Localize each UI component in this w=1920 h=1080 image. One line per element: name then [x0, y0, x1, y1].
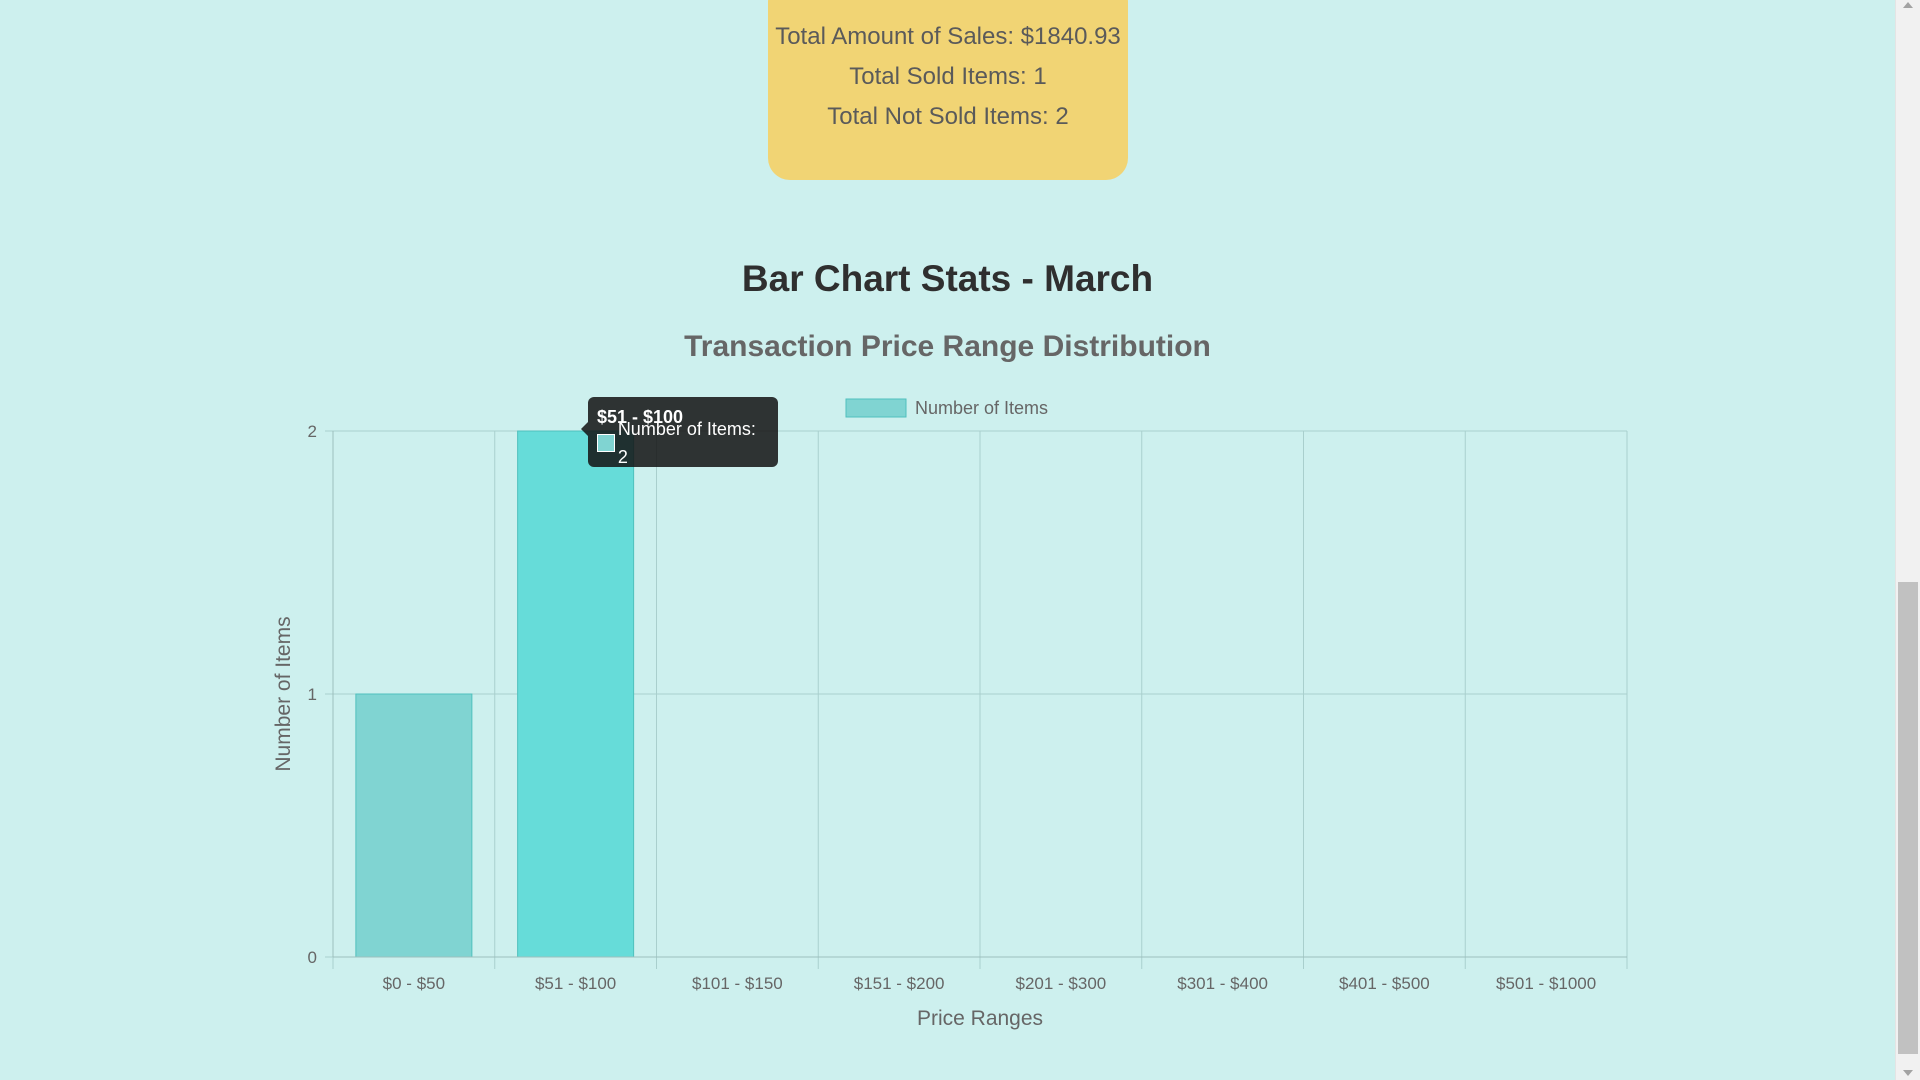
chart-legend[interactable]: Number of Items	[845, 398, 1048, 418]
total-not-sold-items: Total Not Sold Items: 2	[827, 103, 1069, 130]
bar[interactable]	[355, 693, 473, 958]
vertical-scrollbar[interactable]	[1895, 0, 1920, 1080]
x-tick-label: $51 - $100	[535, 974, 616, 993]
chart-axes: 0 1 2 $0 - $50 $51 - $100 $101 - $150 $151 - $…	[272, 422, 1627, 1030]
y-tick-label: 1	[308, 685, 317, 704]
x-tick-label: $151 - $200	[854, 974, 945, 993]
chart-tooltip: $51 - $100 Number of Items: 2	[581, 397, 778, 467]
y-tick-label: 0	[308, 948, 317, 967]
tooltip-body: Number of Items: 2	[597, 419, 769, 467]
y-tick-label: 2	[308, 422, 317, 441]
x-tick-label: $201 - $300	[1016, 974, 1107, 993]
tooltip-title: $51 - $100	[597, 407, 684, 427]
tooltip-color-swatch	[597, 434, 615, 452]
x-tick-label: $301 - $400	[1177, 974, 1268, 993]
total-amount-of-sales: Total Amount of Sales: $1840.93	[775, 23, 1121, 50]
total-sold-items: Total Sold Items: 1	[849, 63, 1047, 90]
scroll-up-arrow-icon[interactable]	[1903, 2, 1913, 8]
scrollbar-thumb[interactable]	[1898, 582, 1918, 1054]
chart-heading: Bar Chart Stats - March	[741, 258, 1154, 299]
x-axis-title: Price Ranges	[917, 1007, 1043, 1030]
tooltip-value: Number of Items: 2	[617, 419, 756, 467]
x-tick-label: $401 - $500	[1339, 974, 1430, 993]
x-tick-label: $101 - $150	[692, 974, 783, 993]
x-tick-label: $501 - $1000	[1496, 974, 1596, 993]
bar[interactable]	[517, 430, 635, 958]
y-axis-title: Number of Items	[272, 616, 295, 771]
legend-color-swatch[interactable]	[845, 398, 907, 418]
sales-summary-card: Total Amount of Sales: $1840.93 Total So…	[768, 0, 1128, 180]
legend-label[interactable]: Number of Items	[915, 398, 1048, 418]
scroll-down-arrow-icon[interactable]	[1903, 1070, 1913, 1076]
chart-title: Transaction Price Range Distribution	[684, 330, 1211, 363]
x-tick-label: $0 - $50	[383, 974, 445, 993]
chart-bars	[355, 430, 635, 958]
